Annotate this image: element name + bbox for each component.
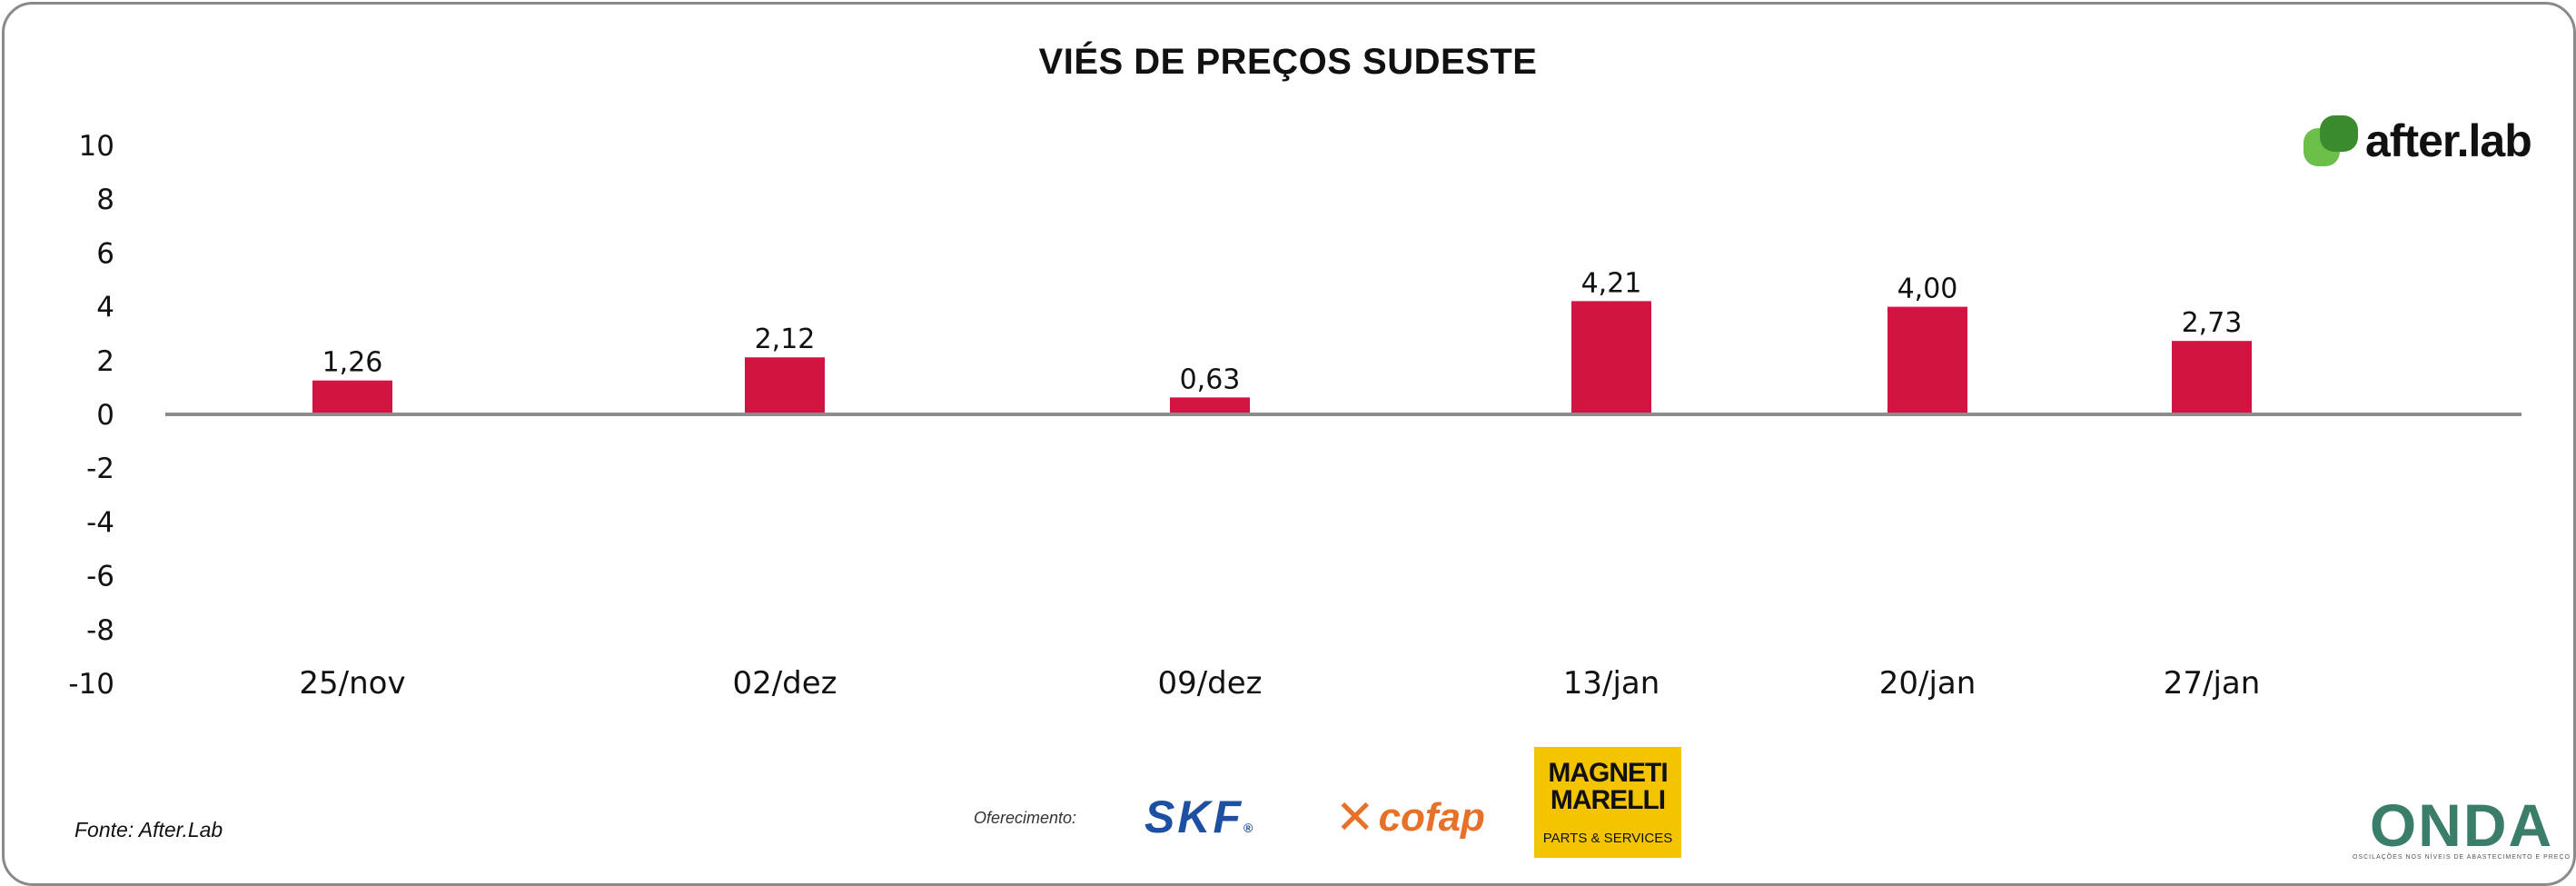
skf-logo: SKF® (1144, 791, 1253, 843)
y-tick-label: -8 (86, 614, 114, 647)
sponsor-label: Oferecimento: (974, 809, 1077, 827)
data-label: 1,26 (322, 347, 383, 379)
data-label: 2,12 (755, 324, 816, 355)
source-note: Fonte: After.Lab (74, 818, 223, 841)
bar (312, 380, 392, 414)
afterlab-logo-text: after.lab (2365, 115, 2532, 166)
registered-icon: ® (1243, 821, 1253, 835)
bar (2172, 341, 2252, 414)
cofap-mark-icon: ✕ (1335, 791, 1375, 844)
data-label: 0,63 (1180, 363, 1241, 395)
y-tick-label: -4 (86, 506, 114, 539)
x-tick-label: 27/jan (2164, 665, 2261, 702)
afterlab-mark-icon (2304, 115, 2358, 166)
bar (745, 357, 825, 414)
bar (1571, 301, 1651, 414)
magneti-marelli-logo-text: MAGNETI MARELLI (1548, 758, 1668, 815)
y-tick-label: 6 (96, 237, 114, 270)
x-tick-label: 13/jan (1563, 665, 1660, 702)
y-tick-label: 2 (96, 345, 114, 378)
x-tick-label: 25/nov (299, 665, 405, 702)
bar (1170, 397, 1250, 414)
magneti-marelli-logo: MAGNETI MARELLI PARTS & SERVICES (1534, 747, 1681, 858)
data-label: 4,00 (1897, 274, 1958, 305)
x-tick-label: 20/jan (1879, 665, 1977, 702)
y-tick-label: 10 (79, 130, 114, 163)
skf-logo-text: SKF (1144, 791, 1243, 842)
afterlab-logo: after.lab (2304, 114, 2532, 167)
x-tick-label: 09/dez (1157, 665, 1262, 702)
y-tick-label: 0 (96, 399, 114, 432)
y-tick-label: -2 (86, 453, 114, 485)
x-tick-label: 02/dez (732, 665, 837, 702)
magneti-marelli-subtitle: PARTS & SERVICES (1542, 831, 1673, 846)
onda-logo-tagline: OSCILAÇÕES NOS NÍVEIS DE ABASTECIMENTO E… (2353, 854, 2571, 861)
y-tick-label: 4 (96, 292, 114, 324)
onda-logo-text: ONDA (2369, 791, 2554, 859)
bar (1887, 306, 1967, 414)
y-tick-label: -6 (86, 561, 114, 593)
cofap-logo-text: cofap (1378, 795, 1485, 840)
data-label: 2,73 (2182, 307, 2243, 339)
y-tick-label: -10 (68, 668, 114, 701)
data-label: 4,21 (1581, 267, 1642, 299)
y-tick-label: 8 (96, 184, 114, 216)
cofap-logo: ✕ cofap (1335, 791, 1485, 845)
chart-title: VIÉS DE PREÇOS SUDESTE (1038, 42, 1538, 82)
onda-logo: ONDA OSCILAÇÕES NOS NÍVEIS DE ABASTECIME… (2353, 791, 2571, 861)
